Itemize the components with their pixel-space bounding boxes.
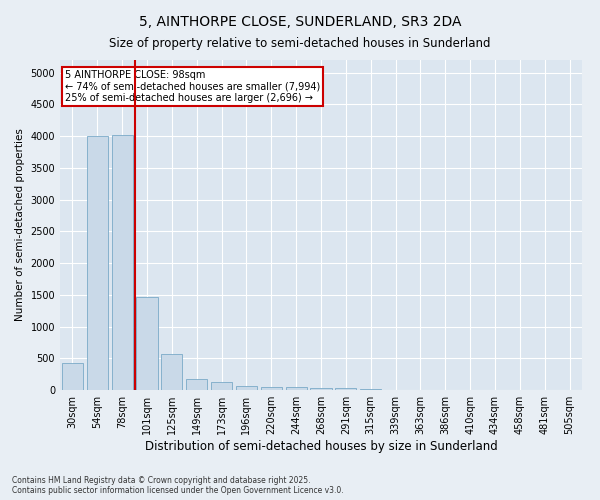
Text: 5, AINTHORPE CLOSE, SUNDERLAND, SR3 2DA: 5, AINTHORPE CLOSE, SUNDERLAND, SR3 2DA	[139, 15, 461, 29]
Bar	[112, 135, 133, 390]
Text: Size of property relative to semi-detached houses in Sunderland: Size of property relative to semi-detach…	[109, 38, 491, 51]
Text: Contains HM Land Registry data © Crown copyright and database right 2025.
Contai: Contains HM Land Registry data © Crown c…	[12, 476, 344, 495]
X-axis label: Distribution of semi-detached houses by size in Sunderland: Distribution of semi-detached houses by …	[145, 440, 497, 453]
Bar	[161, 354, 182, 390]
Y-axis label: Number of semi-detached properties: Number of semi-detached properties	[15, 128, 25, 322]
Bar	[62, 362, 83, 390]
Bar	[286, 388, 307, 390]
Bar	[261, 387, 282, 390]
Bar	[186, 379, 207, 390]
Bar	[310, 388, 332, 390]
Bar	[87, 136, 108, 390]
Text: 5 AINTHORPE CLOSE: 98sqm
← 74% of semi-detached houses are smaller (7,994)
25% o: 5 AINTHORPE CLOSE: 98sqm ← 74% of semi-d…	[65, 70, 320, 103]
Bar	[211, 382, 232, 390]
Bar	[236, 386, 257, 390]
Bar	[335, 388, 356, 390]
Bar	[136, 296, 158, 390]
